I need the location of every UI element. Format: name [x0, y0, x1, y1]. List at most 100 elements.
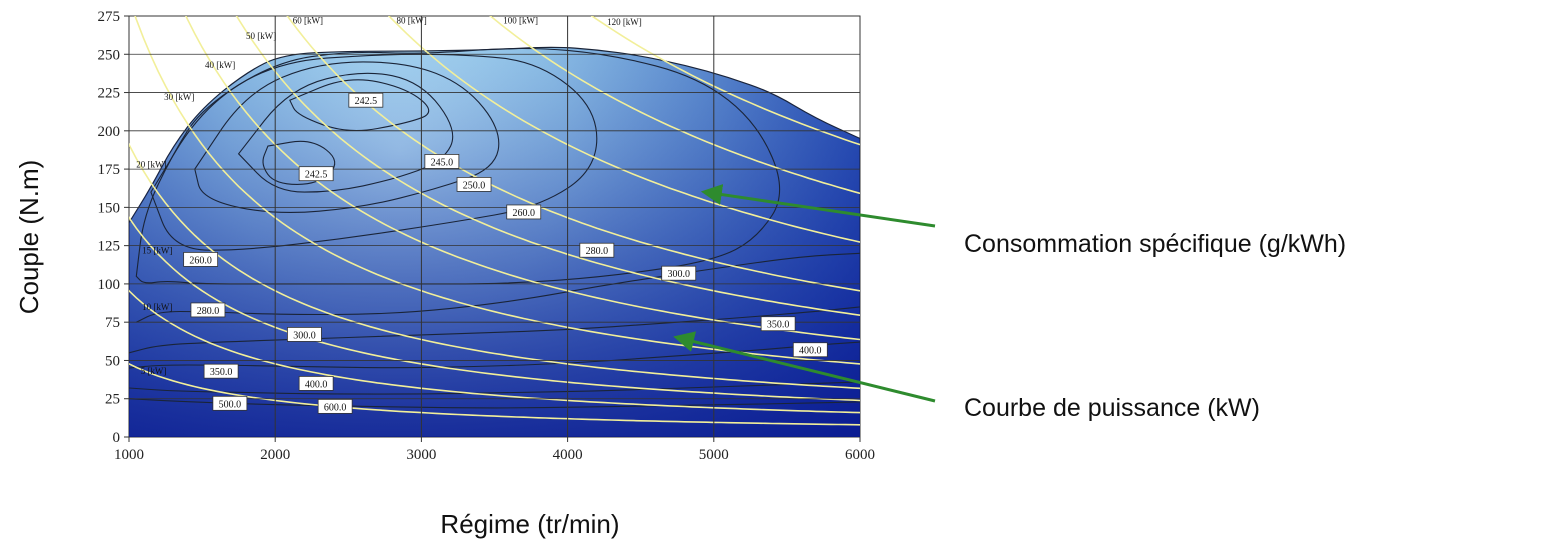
- power-label: 100 [kW]: [503, 16, 538, 26]
- power-label: 50 [kW]: [246, 31, 276, 41]
- bsfc-contour-350-0: [129, 306, 860, 354]
- annotations: Consommation spécifique (g/kWh) Courbe d…: [673, 184, 1346, 422]
- bsfc-contour-500-0: [129, 381, 860, 395]
- power-curve-20kw: [129, 142, 860, 390]
- y-tick-label: 275: [98, 9, 121, 25]
- bsfc-label-box: [579, 242, 615, 258]
- bsfc-label: 250.0: [456, 176, 492, 192]
- power-label: 15 [kW]: [142, 245, 172, 255]
- bsfc-label-box: [203, 363, 239, 379]
- x-tick-label: 4000: [553, 447, 583, 463]
- bsfc-label-box: [212, 395, 248, 411]
- bsfc-label-text: 350.0: [210, 367, 233, 378]
- power-label: 30 [kW]: [164, 92, 194, 102]
- x-tick-label: 1000: [114, 447, 144, 463]
- bsfc-annotation-arrow: [700, 184, 936, 228]
- bsfc-label-text: 280.0: [586, 246, 609, 257]
- y-tick-label: 175: [98, 162, 121, 178]
- bsfc-label-box: [760, 316, 796, 332]
- power-label: 20 [kW]: [136, 160, 166, 170]
- y-tick-label: 150: [98, 200, 121, 216]
- bsfc-label-text: 260.0: [512, 208, 535, 219]
- power-label: 5 [kW]: [141, 366, 167, 376]
- bsfc-label-text: 245.0: [431, 157, 454, 168]
- bsfc-label: 280.0: [190, 302, 226, 318]
- bsfc-label: 300.0: [661, 265, 697, 281]
- power-curve-100kw: [489, 16, 860, 195]
- power-label: 80 [kW]: [397, 16, 427, 26]
- bsfc-label: 242.5: [298, 166, 334, 182]
- x-tick-label: 6000: [845, 447, 875, 463]
- y-tick-label: 25: [105, 392, 120, 408]
- bsfc-label-text: 250.0: [463, 180, 486, 191]
- bsfc-label-box: [317, 398, 353, 414]
- bsfc-label: 245.0: [424, 154, 460, 169]
- power-label: 60 [kW]: [293, 16, 323, 26]
- bsfc-label-text: 300.0: [667, 269, 690, 280]
- x-tick-label: 2000: [260, 447, 290, 463]
- bsfc-label: 400.0: [792, 342, 828, 358]
- bsfc-label: 600.0: [317, 398, 353, 414]
- bsfc-label: 350.0: [203, 363, 239, 379]
- bsfc-label-box: [661, 265, 697, 281]
- bsfc-label-text: 600.0: [324, 402, 347, 413]
- bsfc-label: 242.5: [348, 92, 384, 108]
- bsfc-label-text: 280.0: [197, 306, 220, 317]
- bsfc-label-text: 400.0: [305, 379, 328, 390]
- power-curve-labels: 5 [kW] 10 [kW] 15 [kW] 20 [kW] 30 [kW] 40 [kW…: [136, 16, 642, 377]
- bsfc-label-box: [287, 327, 322, 342]
- x-tick-label: 3000: [406, 447, 436, 463]
- grid-lines: [129, 16, 860, 437]
- bsfc-label-box: [348, 92, 384, 108]
- bsfc-contour-300-0: [136, 252, 860, 323]
- y-axis-ticks: 0 25 50 75 100 125 150 175 200 225 250 275: [98, 9, 129, 446]
- y-tick-label: 225: [98, 86, 121, 102]
- power-annotation-text: Courbe de puissance (kW): [964, 394, 1260, 422]
- bsfc-label-box: [190, 302, 226, 318]
- bsfc-label-text: 350.0: [767, 320, 790, 331]
- bsfc-label-text: 400.0: [799, 346, 822, 357]
- bsfc-label: 260.0: [183, 252, 219, 267]
- bsfc-label-text: 300.0: [293, 330, 316, 341]
- power-curve-5kw: [129, 362, 860, 426]
- bsfc-contour-242-5: [289, 79, 430, 132]
- y-tick-label: 250: [98, 47, 121, 63]
- y-tick-label: 100: [98, 277, 121, 293]
- bsfc-label-text: 242.5: [305, 170, 328, 181]
- bsfc-label: 350.0: [760, 316, 796, 332]
- y-tick-label: 200: [98, 124, 121, 140]
- power-curve-60kw: [286, 16, 860, 292]
- x-axis-title: Régime (tr/min): [440, 509, 619, 539]
- y-axis-title: Couple (N.m): [14, 160, 44, 315]
- bsfc-label: 260.0: [506, 204, 542, 220]
- power-annotation-arrow: [673, 331, 936, 403]
- power-curve-15kw: [129, 216, 860, 402]
- operating-region-shade: [129, 47, 860, 437]
- bsfc-label-box: [298, 376, 334, 391]
- bsfc-label-box: [183, 252, 219, 267]
- x-tick-label: 5000: [699, 447, 729, 463]
- y-tick-label: 50: [105, 353, 120, 369]
- y-tick-label: 125: [98, 239, 121, 255]
- y-tick-label: 75: [105, 315, 120, 331]
- y-tick-label: 0: [113, 430, 121, 446]
- bsfc-contour-250-0: [194, 61, 500, 214]
- bsfc-label-text: 242.5: [355, 96, 378, 107]
- bsfc-annotation-text: Consommation spécifique (g/kWh): [964, 230, 1346, 258]
- power-curve-50kw: [235, 16, 860, 316]
- bsfc-label-box: [298, 166, 334, 182]
- bsfc-label-box: [792, 342, 828, 358]
- x-axis-ticks: 1000 2000 3000 4000 5000 6000: [114, 437, 875, 463]
- bsfc-contour-600-0: [129, 398, 860, 409]
- bsfc-label-box: [456, 176, 492, 192]
- bsfc-label: 400.0: [298, 376, 334, 391]
- bsfc-label-box: [424, 154, 460, 169]
- bsfc-label: 500.0: [212, 395, 248, 411]
- power-label: 120 [kW]: [607, 17, 642, 27]
- bsfc-label-text: 260.0: [189, 255, 212, 266]
- bsfc-label: 280.0: [579, 242, 615, 258]
- bsfc-value-labels: 242.5 242.5 245.0 250.0 260.0 280.0 300.0 260.0…: [183, 92, 828, 414]
- power-label: 10 [kW]: [142, 302, 172, 312]
- bsfc-label-text: 500.0: [219, 399, 242, 410]
